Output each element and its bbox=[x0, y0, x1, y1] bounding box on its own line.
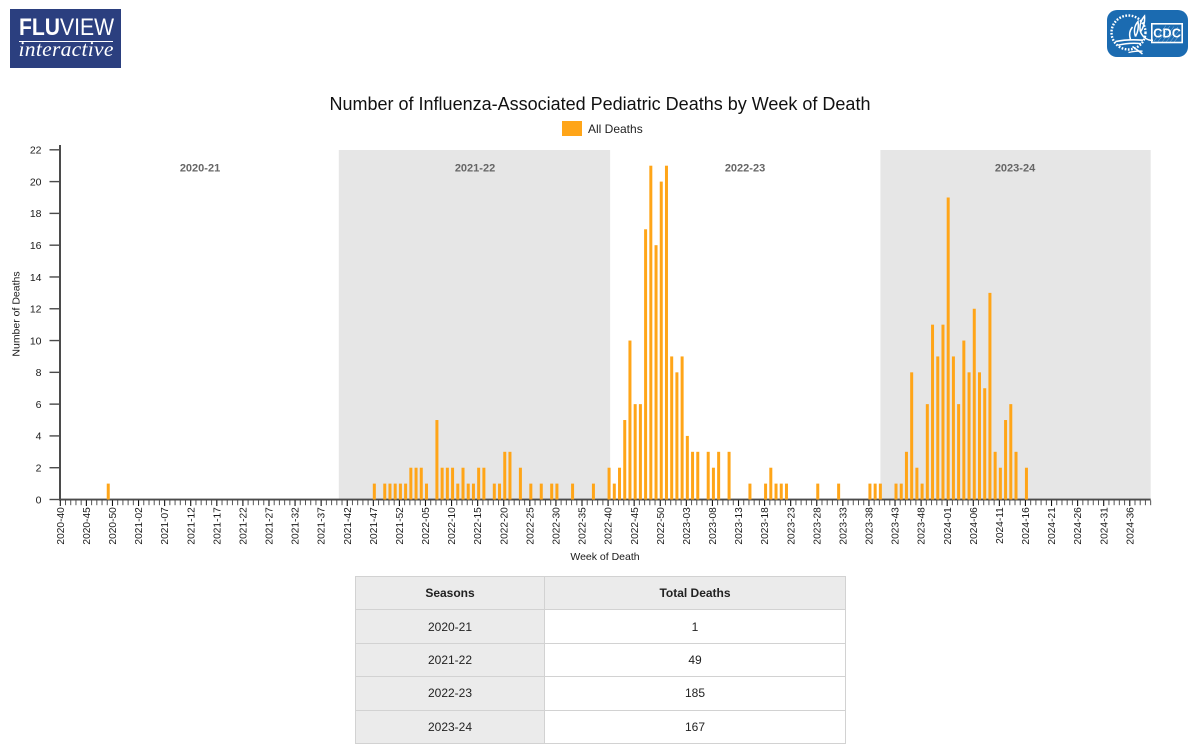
svg-text:2024-11: 2024-11 bbox=[995, 507, 1006, 544]
svg-text:0: 0 bbox=[36, 494, 42, 506]
svg-text:2021-52: 2021-52 bbox=[395, 507, 406, 545]
svg-text:2023-18: 2023-18 bbox=[760, 507, 771, 545]
svg-text:2022-10: 2022-10 bbox=[447, 507, 458, 545]
svg-text:Number of Deaths: Number of Deaths bbox=[11, 271, 23, 356]
svg-text:22: 22 bbox=[30, 145, 42, 157]
svg-text:2023-03: 2023-03 bbox=[682, 507, 693, 545]
svg-text:2022-35: 2022-35 bbox=[578, 507, 589, 545]
svg-text:2024-21: 2024-21 bbox=[1047, 507, 1058, 545]
svg-text:8: 8 bbox=[36, 367, 42, 379]
svg-text:2021-07: 2021-07 bbox=[160, 507, 171, 545]
svg-text:2024-31: 2024-31 bbox=[1099, 507, 1110, 545]
svg-text:2023-23: 2023-23 bbox=[786, 507, 797, 545]
svg-text:4: 4 bbox=[36, 431, 42, 443]
svg-text:2021-12: 2021-12 bbox=[186, 507, 197, 545]
svg-text:2024-36: 2024-36 bbox=[1125, 507, 1136, 545]
svg-text:16: 16 bbox=[30, 240, 42, 252]
svg-text:20: 20 bbox=[30, 176, 42, 188]
svg-text:2024-16: 2024-16 bbox=[1021, 507, 1032, 545]
svg-text:2022-20: 2022-20 bbox=[499, 507, 510, 545]
svg-text:2022-25: 2022-25 bbox=[525, 507, 536, 545]
svg-text:2022-40: 2022-40 bbox=[604, 507, 615, 545]
svg-text:2023-08: 2023-08 bbox=[708, 507, 719, 545]
svg-text:2021-32: 2021-32 bbox=[291, 507, 302, 545]
svg-text:2021-27: 2021-27 bbox=[265, 507, 276, 545]
svg-text:2022-45: 2022-45 bbox=[630, 507, 641, 545]
svg-text:2024-01: 2024-01 bbox=[943, 507, 954, 545]
svg-text:2023-24: 2023-24 bbox=[995, 163, 1036, 175]
svg-text:2021-42: 2021-42 bbox=[343, 507, 354, 545]
svg-text:14: 14 bbox=[30, 272, 42, 284]
svg-text:CDC: CDC bbox=[1153, 27, 1181, 41]
svg-text:2022-30: 2022-30 bbox=[552, 507, 563, 545]
svg-text:2021-22: 2021-22 bbox=[238, 507, 249, 545]
svg-text:2024-26: 2024-26 bbox=[1073, 507, 1084, 545]
svg-text:2022-50: 2022-50 bbox=[656, 507, 667, 545]
svg-text:2020-50: 2020-50 bbox=[108, 507, 119, 545]
svg-text:2021-22: 2021-22 bbox=[455, 163, 495, 175]
svg-text:2021-47: 2021-47 bbox=[369, 507, 380, 545]
svg-text:2022-15: 2022-15 bbox=[473, 507, 484, 545]
svg-text:2020-45: 2020-45 bbox=[82, 507, 93, 545]
svg-text:2023-43: 2023-43 bbox=[891, 507, 902, 545]
svg-text:2021-02: 2021-02 bbox=[134, 507, 145, 545]
svg-text:2023-38: 2023-38 bbox=[865, 507, 876, 545]
svg-text:18: 18 bbox=[30, 208, 42, 220]
svg-text:2024-06: 2024-06 bbox=[969, 507, 980, 545]
svg-text:2021-17: 2021-17 bbox=[212, 507, 223, 545]
svg-text:2021-37: 2021-37 bbox=[317, 507, 328, 545]
svg-text:6: 6 bbox=[36, 399, 42, 411]
svg-text:10: 10 bbox=[30, 335, 42, 347]
svg-text:Week of Death: Week of Death bbox=[570, 551, 639, 563]
svg-text:12: 12 bbox=[30, 304, 42, 316]
svg-text:2023-33: 2023-33 bbox=[838, 507, 849, 545]
svg-text:2022-05: 2022-05 bbox=[421, 507, 432, 545]
svg-text:2023-28: 2023-28 bbox=[812, 507, 823, 545]
svg-text:2020-21: 2020-21 bbox=[180, 163, 220, 175]
svg-text:2023-48: 2023-48 bbox=[917, 507, 928, 545]
svg-text:2022-23: 2022-23 bbox=[725, 163, 765, 175]
svg-text:2020-40: 2020-40 bbox=[56, 507, 67, 545]
svg-text:2023-13: 2023-13 bbox=[734, 507, 745, 545]
svg-text:2: 2 bbox=[36, 463, 42, 475]
